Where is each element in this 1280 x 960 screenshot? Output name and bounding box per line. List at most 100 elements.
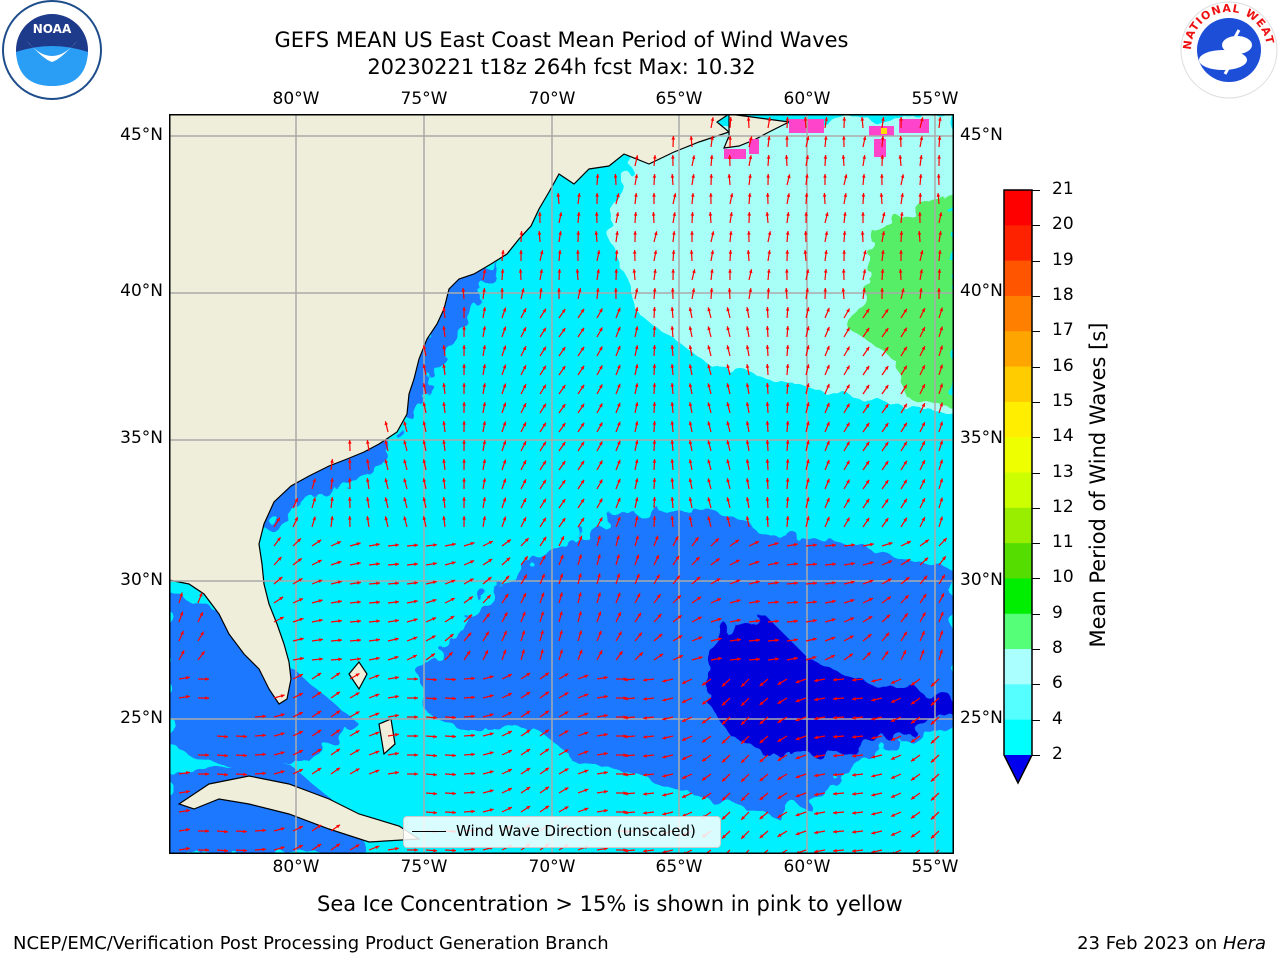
wave-arrow-head xyxy=(617,307,621,312)
wave-arrow-head xyxy=(584,769,589,774)
wave-arrow-head xyxy=(826,383,830,388)
lat-label-left: 30°N xyxy=(120,570,163,590)
wave-arrow-head xyxy=(759,758,764,763)
wave-arrow-head xyxy=(224,753,228,758)
wave-arrow-head xyxy=(906,559,911,563)
wave-arrow-head xyxy=(564,787,569,791)
lon-label-bottom: 75°W xyxy=(400,857,448,877)
wave-arrow-head xyxy=(634,326,639,331)
wave-arrow-head xyxy=(795,736,800,741)
wave-arrow-head xyxy=(826,459,830,464)
wave-arrow-head xyxy=(846,517,850,522)
wave-arrow-head xyxy=(702,776,706,781)
wave-arrow-head xyxy=(462,421,466,425)
wave-arrow-head xyxy=(745,516,750,520)
wave-arrow-head xyxy=(298,826,303,830)
wave-arrow-head xyxy=(317,692,322,696)
wave-arrow-head xyxy=(558,212,563,217)
wave-arrow-head xyxy=(348,459,352,463)
wave-arrow-head xyxy=(595,174,600,178)
wave-arrow-head xyxy=(542,327,546,332)
wave-arrow-head xyxy=(616,535,620,540)
wave-arrow-head xyxy=(584,731,589,736)
wave-arrow-head xyxy=(741,835,745,839)
wave-arrow-head xyxy=(471,847,475,852)
wave-arrow-head xyxy=(355,692,360,696)
wave-arrow-head xyxy=(904,613,908,618)
wave-arrow-head xyxy=(670,421,675,425)
wave-arrow-head xyxy=(451,579,456,584)
wave-arrow-head xyxy=(634,516,639,521)
wave-arrow-head xyxy=(394,656,399,660)
wave-arrow-head xyxy=(747,231,751,235)
wave-arrow-head xyxy=(348,516,352,520)
wave-arrow-head xyxy=(432,599,437,603)
wave-arrow-head xyxy=(643,735,647,739)
wave-arrow-head xyxy=(442,402,446,406)
wave-arrow-head xyxy=(794,542,798,547)
wave-arrow-head xyxy=(506,557,511,562)
wave-arrow-head xyxy=(746,117,751,121)
wave-arrow-head xyxy=(651,212,656,216)
wave-arrow-head xyxy=(522,611,526,616)
wave-arrow-head xyxy=(652,402,657,406)
wave-arrow-head xyxy=(785,250,790,254)
wave-arrow-head xyxy=(804,193,809,197)
wave-arrow-head xyxy=(614,250,619,254)
wave-arrow-head xyxy=(205,753,209,757)
wave-arrow-head xyxy=(564,673,569,677)
wave-arrow-head xyxy=(741,721,745,725)
wave-arrow-head xyxy=(599,308,603,313)
lon-label-top: 75°W xyxy=(400,89,448,109)
wave-arrow-head xyxy=(597,573,601,578)
wave-arrow-head xyxy=(317,730,322,734)
wave-arrow-head xyxy=(939,402,943,407)
colorbar-tick-label: 13 xyxy=(1052,461,1074,482)
wave-arrow-head xyxy=(884,651,889,655)
wave-arrow-head xyxy=(524,556,528,561)
wave-arrow-head xyxy=(671,269,675,273)
colorbar-tick-label: 17 xyxy=(1052,320,1074,341)
wave-arrow-head xyxy=(462,516,466,520)
wave-arrow-head xyxy=(624,848,628,853)
wave-arrow-head xyxy=(526,806,531,810)
wave-arrow-head xyxy=(745,421,750,425)
wave-arrow-head xyxy=(832,599,836,604)
wave-arrow-head xyxy=(634,421,639,426)
wave-arrow-head xyxy=(615,231,619,235)
wave-arrow-head xyxy=(634,402,639,407)
wave-arrow-head xyxy=(794,600,798,605)
wave-arrow-head xyxy=(433,810,437,815)
wave-arrow-head xyxy=(682,680,686,684)
wave-arrow-head xyxy=(502,440,507,445)
wave-arrow-head xyxy=(884,347,889,351)
wave-arrow-head xyxy=(755,560,760,565)
wave-arrow-head xyxy=(911,700,915,705)
wave-arrow-head xyxy=(903,346,907,351)
wave-arrow-head xyxy=(727,174,732,178)
wave-arrow-head xyxy=(300,656,304,661)
wave-arrow-head xyxy=(670,440,675,444)
wave-arrow-head xyxy=(224,829,228,834)
wave-arrow-head xyxy=(205,696,209,700)
wave-arrow-head xyxy=(785,459,790,463)
wave-arrow-head xyxy=(604,771,608,775)
wave-arrow-head xyxy=(318,579,323,583)
wave-arrow-head xyxy=(884,385,889,389)
wave-arrow-head xyxy=(777,833,782,837)
wave-arrow-head xyxy=(748,269,753,274)
wave-arrow-head xyxy=(715,558,720,562)
wave-arrow-head xyxy=(903,422,907,427)
wave-arrow-head xyxy=(634,440,639,445)
wave-arrow-head xyxy=(580,460,585,465)
wave-arrow-head xyxy=(865,384,870,389)
wave-arrow-head xyxy=(662,812,667,816)
colorbar-tick-mark xyxy=(1032,472,1040,474)
wave-arrow-head xyxy=(937,155,941,159)
colorbar-segment xyxy=(1004,225,1032,262)
wave-arrow-head xyxy=(670,459,675,463)
wave-arrow-head xyxy=(662,679,667,683)
wave-arrow-head xyxy=(186,695,190,699)
wave-arrow-head xyxy=(617,440,621,445)
colorbar-tick-mark xyxy=(1032,755,1040,756)
